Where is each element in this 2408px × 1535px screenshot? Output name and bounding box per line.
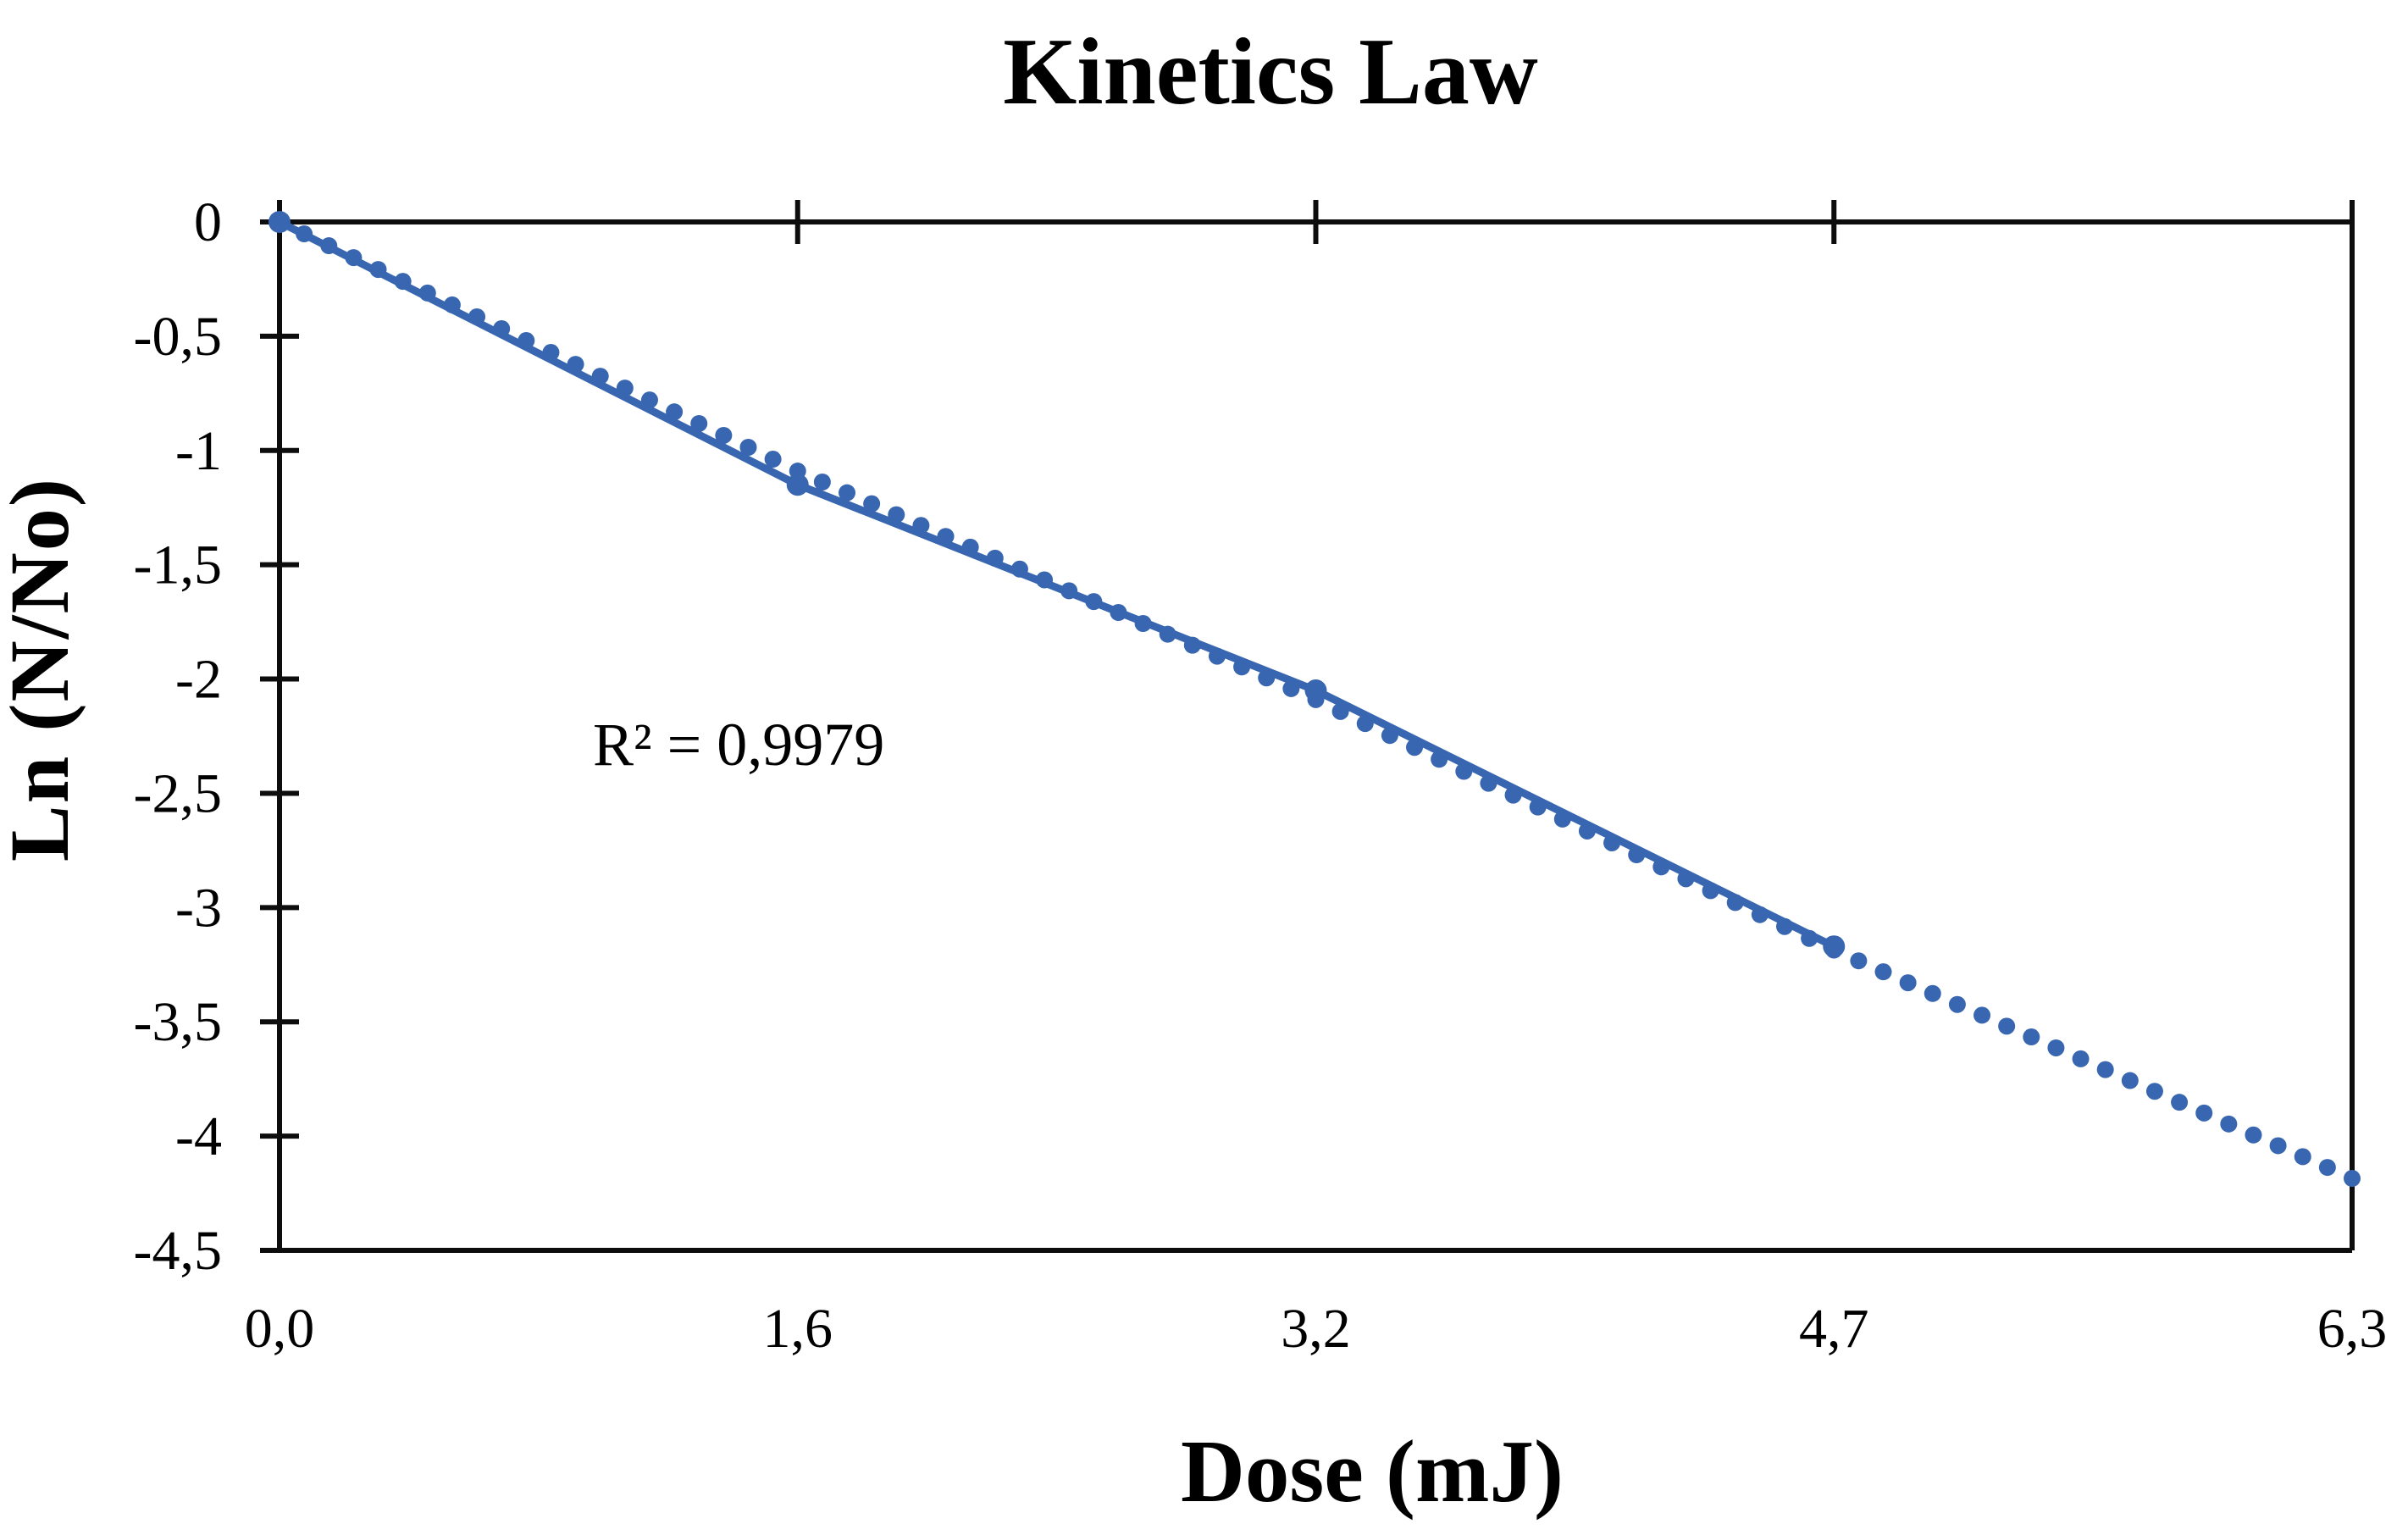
data-point-dot [2145, 1083, 2163, 1100]
fit-line-marker [1823, 935, 1846, 958]
y-tick-label: 0 [194, 191, 222, 253]
data-point-dot [1973, 1006, 1991, 1024]
data-point-dot [2072, 1050, 2090, 1067]
data-point-dot [2220, 1115, 2238, 1133]
ticks-layer [260, 200, 1837, 1139]
fit-line-marker [268, 211, 291, 233]
data-point-dot [2096, 1061, 2114, 1078]
data-point-dot [2171, 1094, 2189, 1111]
y-tick-label: -4,5 [134, 1220, 222, 1282]
fit-line-marker [786, 474, 809, 496]
y-tick-label: -3,5 [134, 991, 222, 1053]
r-squared-annotation: R² = 0,9979 [593, 711, 884, 779]
data-point-dot [1899, 974, 1917, 992]
fit-line-path [275, 218, 1838, 950]
data-point-dot [2318, 1159, 2336, 1177]
data-point-dot [764, 451, 782, 468]
x-tick-label: 3,2 [1281, 1298, 1351, 1360]
data-point-dot [690, 414, 708, 432]
y-axis-title: Ln (N/No) [0, 477, 86, 862]
data-point-dot [1874, 963, 1892, 981]
y-tick-label: -0,5 [134, 306, 222, 368]
y-tick-label: -1 [175, 420, 222, 482]
data-point-dot [1948, 995, 1966, 1013]
data-point-dot [2121, 1072, 2139, 1089]
data-point-dot [813, 474, 831, 491]
x-tick-label: 1,6 [763, 1298, 833, 1360]
series-layer [268, 211, 2361, 1188]
y-tick-label: -1,5 [134, 535, 222, 596]
y-tick-label: -2 [175, 649, 222, 711]
data-point-dot [715, 426, 733, 444]
data-point-dot [1850, 952, 1868, 970]
x-axis-title: Dose (mJ) [1181, 1421, 1564, 1521]
data-point-dot [2245, 1126, 2262, 1144]
data-point-dot [2047, 1039, 2065, 1056]
data-point-dot [2294, 1148, 2311, 1166]
chart-title: Kinetics Law [1003, 19, 1538, 125]
data-point-dot [2269, 1137, 2287, 1155]
tick-labels-layer: 0 -0,5 -1 -1,5 -2 -2,5 -3 -3,5 -4 -4,5 0,0 1,6 3,2 4,… [134, 191, 2388, 1360]
data-point-dot [739, 439, 757, 457]
data-point-dot [1924, 984, 1941, 1002]
x-tick-label: 0,0 [245, 1298, 315, 1360]
y-tick-label: -2,5 [134, 762, 222, 824]
data-point-dot [2023, 1028, 2040, 1046]
fit-line-series [268, 211, 1846, 958]
data-point-dot [839, 484, 856, 502]
data-point-dot [863, 495, 881, 513]
data-point-dot [2195, 1104, 2213, 1122]
y-tick-label: -3 [175, 877, 222, 939]
fit-line-marker [1304, 679, 1327, 702]
data-point-dot [2344, 1170, 2361, 1188]
y-tick-label: -4 [175, 1106, 222, 1167]
axes-layer [260, 200, 2355, 1253]
x-tick-label: 4,7 [1799, 1298, 1869, 1360]
x-tick-label: 6,3 [2317, 1298, 2388, 1360]
data-point-dot [1998, 1017, 2016, 1035]
